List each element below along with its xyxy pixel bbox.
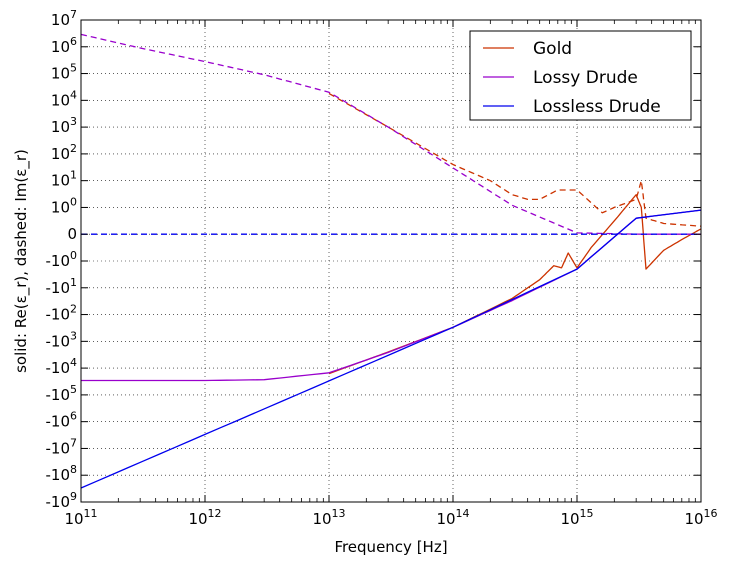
series-line-lossy-drude-imag [80,33,701,235]
y-tick-label: -102 [46,303,78,324]
x-tick-label: 1013 [312,507,345,528]
y-tick-label: -101 [46,276,78,297]
y-tick-label: -105 [46,383,78,404]
legend-label: Lossless Drude [533,97,661,117]
y-tick-label: -108 [46,463,78,484]
legend-label: Gold [533,39,572,59]
legend: Gold Lossy Drude Lossless Drude [469,30,692,121]
y-tick-label: -109 [46,490,78,511]
legend-box [469,30,692,121]
x-tick-label: 1012 [188,507,221,528]
y-tick-label: 100 [51,195,77,216]
x-tick-label: 1014 [436,507,469,528]
x-axis-label: Frequency [Hz] [334,538,447,556]
x-tick-labels: 1011 1012 1013 1014 1015 1016 [64,507,717,528]
y-tick-label: 107 [51,8,77,29]
y-tick-label: -103 [46,329,78,350]
y-tick-label: 102 [51,142,77,163]
y-tick-label: -104 [46,356,78,377]
y-tick-label: -100 [46,249,78,270]
series-line-lossy-drude-real [81,209,702,382]
legend-label: Lossy Drude [533,68,638,88]
series-line-gold-real [328,194,702,375]
y-tick-labels: 107 106 105 104 103 102 101 100 0 -100 -101 -102 -10… [46,8,78,511]
series-lines [80,33,702,489]
series-line-lossless-drude-real [80,209,702,489]
x-tick-label: 1015 [560,507,593,528]
y-tick-label: 106 [51,35,77,56]
ticks [80,19,702,503]
y-tick-label: 103 [51,115,77,136]
y-tick-label: -106 [46,410,78,431]
x-tick-label: 1011 [64,507,97,528]
y-tick-label: 105 [51,62,77,83]
y-tick-label: 104 [51,88,77,109]
y-tick-label: 0 [67,225,77,243]
y-axis-label: solid: Re(ε_r), dashed: Im(ε_r) [12,149,31,373]
x-tick-label: 1016 [684,507,717,528]
y-tick-label: 101 [51,169,77,190]
y-tick-label: -107 [46,436,78,457]
